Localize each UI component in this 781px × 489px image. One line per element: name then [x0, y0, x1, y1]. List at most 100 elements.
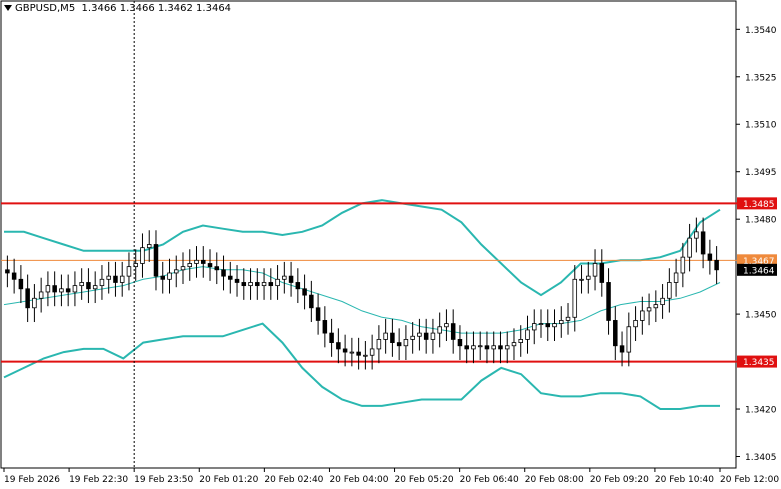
- candle: [38, 277, 44, 313]
- candle-body: [288, 275, 294, 283]
- candle-body: [646, 307, 652, 312]
- candle-body: [315, 307, 321, 321]
- candle-body: [167, 272, 172, 280]
- candle: [146, 230, 152, 262]
- candle: [99, 265, 105, 300]
- candle: [315, 293, 321, 335]
- candle-body: [342, 348, 348, 353]
- candle-body: [586, 275, 591, 280]
- candle: [32, 284, 37, 323]
- candle-body: [45, 285, 51, 293]
- candle: [113, 261, 118, 297]
- candle: [437, 312, 442, 348]
- price-axis-tick-label: 1.3540: [745, 26, 777, 36]
- candle-body: [396, 342, 402, 347]
- candle: [700, 217, 706, 269]
- candle-body: [221, 269, 226, 277]
- candle: [396, 328, 402, 360]
- candle-body: [92, 285, 98, 290]
- candle-body: [511, 342, 517, 347]
- candle: [234, 265, 240, 297]
- bollinger-bands: [3, 199, 721, 410]
- candle-body: [106, 275, 111, 280]
- candle-body: [356, 351, 361, 356]
- candle-body: [531, 323, 537, 331]
- candle-body: [329, 332, 334, 343]
- candle: [248, 268, 253, 300]
- candle: [559, 306, 564, 338]
- candle-body: [565, 316, 571, 321]
- candle: [606, 268, 611, 335]
- candle-body: [417, 332, 422, 337]
- candle: [680, 242, 686, 288]
- candle-body: [673, 272, 679, 283]
- candle: [511, 328, 517, 360]
- candle-body: [592, 263, 598, 277]
- candle: [592, 249, 598, 291]
- price-axis-tick-label: 1.3405: [745, 453, 777, 463]
- candle: [565, 303, 571, 335]
- candle-body: [255, 282, 260, 287]
- candle: [295, 268, 301, 304]
- candle-body: [430, 332, 436, 340]
- candle: [599, 249, 605, 297]
- candle: [173, 255, 179, 288]
- candle-body: [86, 282, 91, 290]
- current-price-tag: 1.3464: [737, 263, 777, 276]
- candle: [586, 261, 591, 294]
- candle-body: [437, 326, 442, 334]
- candle-body: [559, 320, 564, 325]
- candle: [106, 261, 111, 294]
- candle-body: [525, 329, 530, 340]
- candle: [59, 274, 64, 307]
- candle-body: [302, 288, 307, 296]
- candle-body: [504, 345, 510, 350]
- candle-body: [545, 323, 551, 328]
- candle: [525, 315, 530, 354]
- candle: [86, 268, 91, 304]
- candle-body: [714, 259, 719, 271]
- candle-body: [160, 275, 165, 280]
- symbol-info: GBPUSD,M5 1.3466 1.3466 1.3462 1.3464: [4, 3, 231, 14]
- candle: [687, 223, 692, 272]
- price-axis-tick-label: 1.3480: [745, 216, 777, 226]
- candle-body: [261, 282, 267, 287]
- candle: [626, 312, 632, 367]
- candle-body: [572, 278, 578, 318]
- candle: [140, 233, 145, 278]
- candle: [45, 271, 51, 307]
- price-axis-tick-label: 1.3420: [745, 406, 777, 416]
- candle: [464, 331, 469, 364]
- current-price-label: 1.3464: [743, 266, 775, 276]
- candle: [619, 331, 625, 367]
- bollinger-upper-line: [4, 199, 721, 297]
- time-axis-tick-label: 19 Feb 22:30: [69, 475, 128, 485]
- price-tag-label: 1.3435: [743, 358, 775, 368]
- candle: [694, 217, 699, 253]
- candle: [545, 309, 551, 342]
- collapse-triangle-icon[interactable]: [4, 5, 12, 11]
- candle: [322, 306, 328, 348]
- candle: [572, 265, 578, 332]
- candle-body: [187, 263, 193, 268]
- candle: [707, 239, 713, 275]
- candle-body: [72, 285, 78, 293]
- candle-body: [477, 345, 483, 348]
- candle: [52, 271, 57, 307]
- candle: [25, 274, 30, 323]
- time-axis[interactable]: 19 Feb 2026 19 Feb 22:30 19 Feb 23:50 20 Fe…: [3, 468, 779, 485]
- ohlc-values: 1.3466 1.3466 1.3462 1.3464: [81, 3, 232, 14]
- candle: [417, 318, 422, 351]
- candle-body: [25, 288, 30, 309]
- candle-body: [700, 231, 706, 255]
- candle-body: [248, 282, 253, 287]
- candle: [126, 252, 132, 291]
- candle-body: [180, 266, 186, 271]
- price-axis[interactable]: 1.3540 1.3525 1.3510 1.3495 1.3480 1.3450 1.34…: [736, 26, 777, 463]
- candle: [714, 246, 719, 285]
- candle: [390, 318, 395, 357]
- candle-body: [11, 272, 17, 280]
